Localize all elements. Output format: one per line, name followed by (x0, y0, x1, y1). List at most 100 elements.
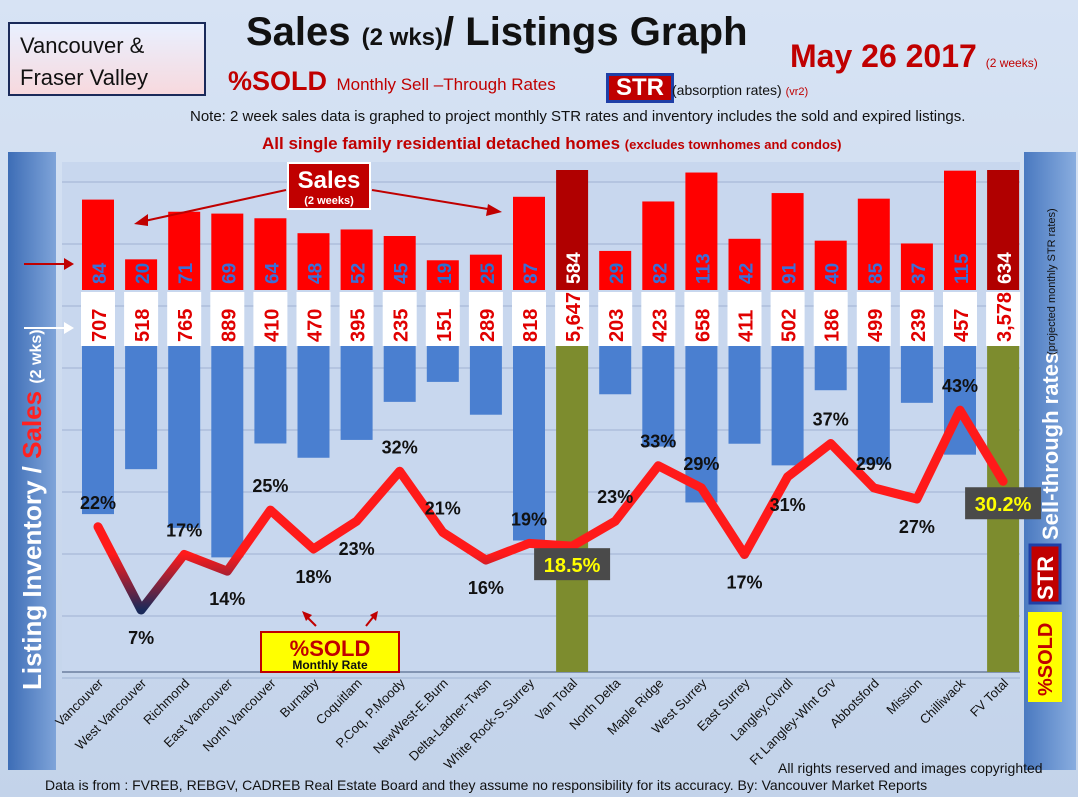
report-date: May 26 2017 (2 weeks) (790, 38, 1038, 75)
inventory-bar (383, 346, 416, 402)
str-total-box (534, 548, 611, 581)
inventory-label: 151 (434, 309, 456, 342)
inventory-label: 499 (865, 309, 887, 342)
str-label: 14% (209, 589, 245, 609)
sales-bar (469, 254, 502, 290)
inventory-label: 203 (606, 309, 628, 342)
date-text: May 26 2017 (790, 38, 977, 74)
inventory-bar (513, 346, 545, 541)
sales-bar (383, 236, 416, 290)
inventory-bar (900, 346, 933, 403)
str-label: 17% (166, 521, 202, 541)
inventory-label: 235 (391, 309, 413, 342)
inventory-label-box (943, 292, 977, 346)
sales-label: 25 (478, 262, 499, 284)
inventory-label-box (684, 292, 719, 346)
absorption-note: (absorption rates) (vr2) (672, 82, 808, 98)
sales-label: 71 (176, 262, 197, 284)
sales-callout: Sales (2 weeks) (134, 162, 502, 226)
left-axis-panel (8, 152, 56, 770)
sales-label: 19 (435, 263, 456, 284)
str-label: 23% (597, 487, 633, 507)
sales-label: 91 (780, 262, 801, 284)
str-labels: 22% 7% 17% 14% 25% 18% 23% 32% 21% 16% 19% 18.5% 23%… (80, 376, 1042, 648)
inventory-label-box (339, 292, 374, 346)
inventory-label: 658 (692, 309, 714, 342)
inventory-label: 239 (908, 309, 930, 342)
sold-callout-rate: Monthly Rate (292, 658, 368, 672)
str-label: 17% (726, 573, 762, 593)
sfr-text: All single family residential detached h… (262, 134, 621, 153)
inventory-label-box (512, 292, 546, 346)
str-label: 22% (80, 493, 116, 513)
left-axis-title: Listing Inventory / Sales (2 wks) (17, 329, 47, 690)
sales-bar (168, 211, 201, 290)
sales-label: 85 (866, 262, 887, 284)
sales-label: 113 (693, 253, 714, 284)
str-label: 23% (339, 539, 375, 559)
str-label: 27% (899, 517, 935, 537)
str-label: 33% (640, 432, 676, 452)
sales-label: 82 (650, 263, 671, 284)
str-label: 18% (295, 567, 331, 587)
right-str-badge (1028, 543, 1062, 605)
inventory-label: 395 (348, 309, 370, 342)
inventory-bar (771, 346, 804, 466)
sold-callout-title: %SOLD (290, 636, 371, 661)
inventory-bar (599, 346, 632, 395)
sales-bar (728, 238, 761, 290)
sales-label: 115 (952, 253, 973, 284)
inventory-label-box (856, 292, 891, 346)
note: Note: 2 week sales data is graphed to pr… (190, 108, 966, 125)
inventory-bar (168, 346, 201, 528)
sales-bar (513, 196, 545, 290)
subtitle-text: Monthly Sell –Through Rates (336, 75, 556, 94)
sales-label: 584 (564, 252, 585, 284)
str-label: 7% (128, 628, 154, 648)
sales-bar (944, 170, 976, 290)
sales-bar (125, 259, 158, 290)
inventory-label: 707 (89, 309, 111, 342)
region-box: Vancouver & Fraser Valley (8, 22, 206, 96)
inventory-label: 502 (779, 309, 801, 342)
str-label: 25% (252, 476, 288, 496)
footer-rights: All rights reserved and images copyright… (778, 760, 1043, 776)
sales-label: 69 (219, 263, 240, 284)
inventory-label-box (425, 292, 460, 346)
inventory-bar (211, 346, 244, 558)
sales-callout-title: Sales (298, 167, 361, 194)
sold-label: %SOLD (228, 66, 328, 96)
version: (vr2) (785, 86, 809, 98)
right-axis-title: Sell-through rates (1038, 352, 1063, 540)
inventory-label-box (770, 292, 805, 346)
sales-label: 634 (995, 252, 1016, 284)
str-label: 19% (511, 509, 547, 529)
x-tick-label: FV Total (967, 675, 1011, 719)
right-axis-projected: (projected monthly STR rates) (1046, 208, 1058, 355)
inventory-label-box (124, 292, 159, 346)
inventory-label-box (382, 292, 417, 346)
sales-bar (685, 172, 718, 290)
inventory-bar (340, 346, 373, 440)
str-label: 32% (382, 437, 418, 457)
inventory-label-box (296, 292, 331, 346)
sales-bar (340, 229, 373, 290)
sales-bar (814, 240, 847, 290)
inventory-label: 411 (736, 310, 758, 342)
str-total-label: 30.2% (975, 494, 1032, 516)
sales-bar (82, 199, 114, 290)
sales-bars (82, 170, 1020, 290)
inventory-bar (857, 346, 890, 465)
right-sold-badge-text: %SOLD (1035, 623, 1057, 696)
sales-bar (254, 218, 287, 290)
inventory-label: 289 (477, 309, 499, 342)
inventory-label: 457 (951, 309, 973, 342)
inventory-label-box (641, 292, 676, 346)
x-tick-label: NewWest-E.Burn (370, 676, 451, 757)
inventory-label: 818 (520, 309, 542, 342)
sales-bar (857, 198, 890, 290)
inventory-label-box (986, 292, 1021, 346)
inventory-label-box (468, 292, 503, 346)
